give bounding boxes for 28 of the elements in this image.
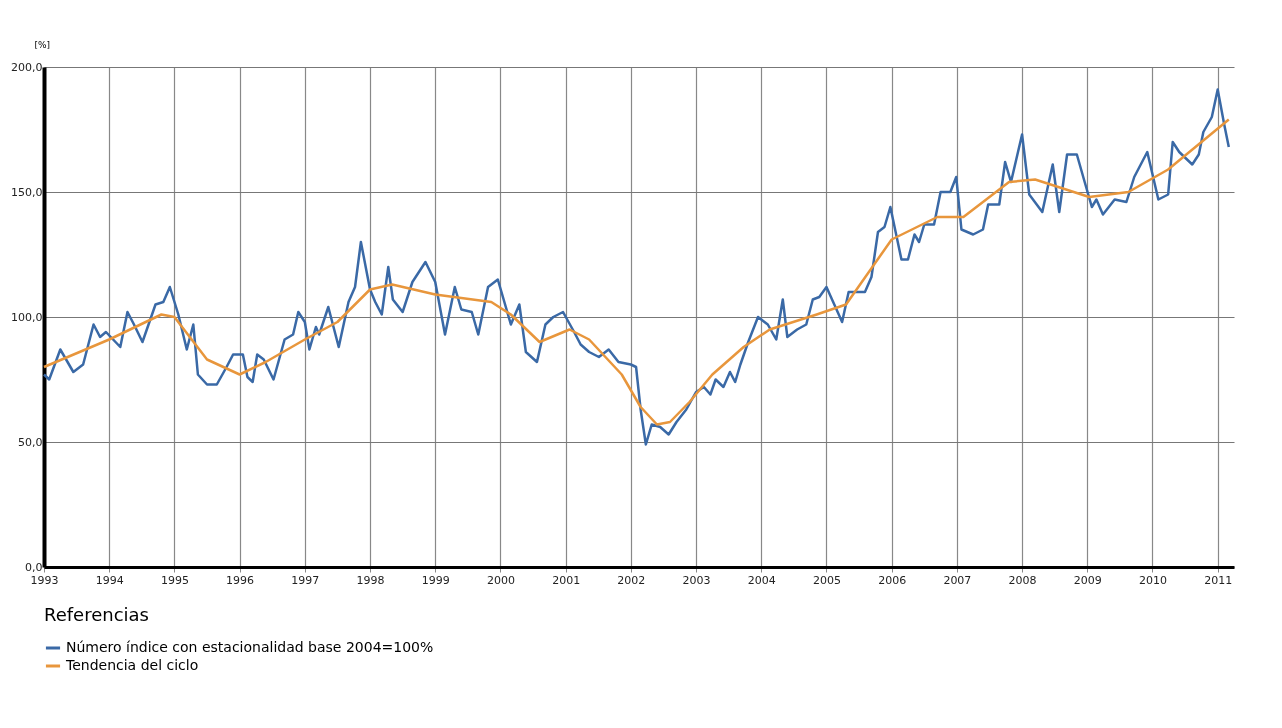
x-tick-label: 2010	[1138, 573, 1167, 587]
x-tick-label: 1994	[95, 573, 124, 587]
x-tick-label: 2001	[552, 573, 581, 587]
x-tick-label: 1995	[160, 573, 189, 587]
x-tick-label: 1998	[356, 573, 385, 587]
x-tick-label: 2011	[1204, 573, 1233, 587]
y-tick-label: 100,0	[11, 310, 43, 324]
x-tick-label: 2003	[682, 573, 711, 587]
x-tick-label: 2004	[747, 573, 776, 587]
y-tick-label: 0,0	[25, 560, 43, 574]
y-tick-label: 150,0	[11, 185, 43, 199]
y-axis-title: [%]	[34, 39, 51, 50]
x-tick-label: 1997	[291, 573, 320, 587]
x-tick-label: 2002	[617, 573, 646, 587]
legend-label: Número índice con estacionalidad base 2004=100%	[66, 639, 434, 655]
x-tick-label: 2009	[1073, 573, 1102, 587]
x-tick-label: 2000	[486, 573, 515, 587]
x-tick-label: 2005	[812, 573, 841, 587]
x-tick-label: 2006	[878, 573, 907, 587]
x-tick-label: 1993	[30, 573, 59, 587]
x-tick-label: 2008	[1008, 573, 1037, 587]
legend-label: Tendencia del ciclo	[65, 657, 199, 673]
x-tick-label: 1996	[226, 573, 255, 587]
y-tick-label: 200,0	[11, 60, 43, 74]
y-tick-label: 50,0	[18, 435, 43, 449]
x-tick-label: 1999	[421, 573, 450, 587]
x-tick-label: 2007	[943, 573, 972, 587]
legend-title: Referencias	[44, 604, 149, 625]
